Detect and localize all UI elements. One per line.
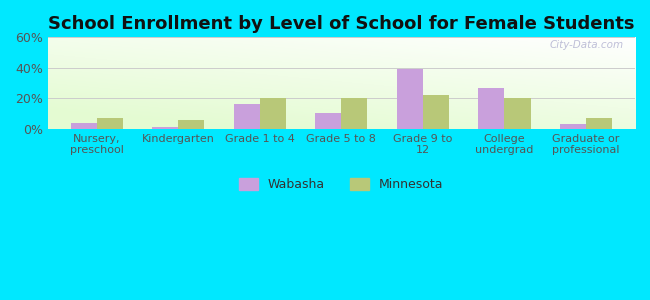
Title: School Enrollment by Level of School for Female Students: School Enrollment by Level of School for… — [48, 15, 634, 33]
Bar — [234, 104, 260, 129]
Bar — [71, 123, 97, 129]
Bar — [260, 98, 286, 129]
Bar — [315, 113, 341, 129]
Bar — [560, 124, 586, 129]
Bar — [423, 95, 449, 129]
Bar — [397, 69, 423, 129]
Bar — [152, 127, 178, 129]
Bar — [97, 118, 123, 129]
Bar — [478, 88, 504, 129]
Bar — [341, 98, 367, 129]
Bar — [178, 120, 204, 129]
Bar — [504, 98, 530, 129]
Text: City-Data.com: City-Data.com — [549, 40, 623, 50]
Legend: Wabasha, Minnesota: Wabasha, Minnesota — [234, 173, 448, 196]
Bar — [586, 118, 612, 129]
